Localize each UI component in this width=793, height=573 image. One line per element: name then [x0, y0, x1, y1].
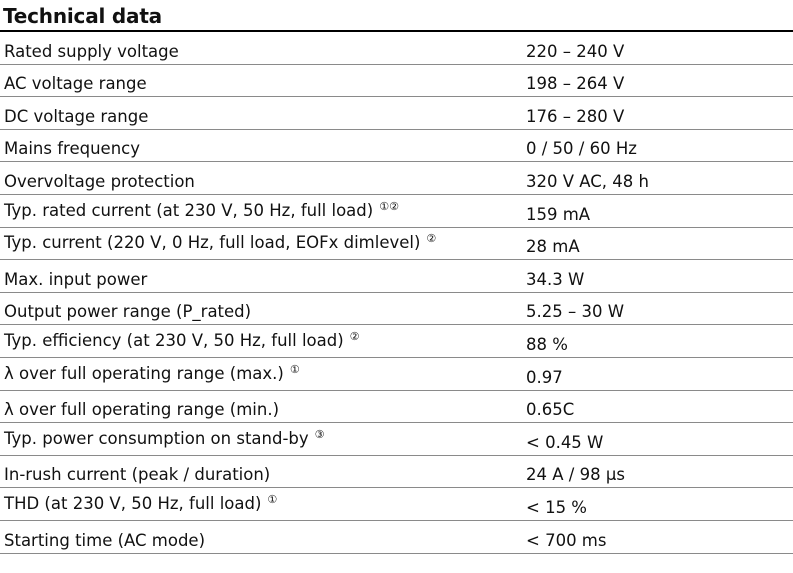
row-label-text: Max. input power: [4, 269, 148, 289]
row-label: Typ. current (220 V, 0 Hz, full load, EO…: [4, 232, 437, 253]
footnote-marker: ①②: [379, 199, 399, 213]
row-value: < 0.45 W: [526, 432, 604, 452]
footnote-marker: ②: [349, 329, 360, 343]
row-label-text: λ over full operating range (max.): [4, 363, 284, 383]
footnote-marker: ①: [289, 362, 300, 376]
row-value: 0.97: [526, 367, 563, 387]
row-label: Mains frequency: [4, 139, 140, 159]
row-label-text: Output power range (P_rated): [4, 302, 252, 322]
row-value: 159 mA: [526, 204, 591, 224]
table-row: In-rush current (peak / duration) 24 A /…: [0, 456, 793, 489]
row-label: Typ. rated current (at 230 V, 50 Hz, ful…: [4, 199, 399, 221]
technical-data-table: Rated supply voltage 220 – 240 V AC volt…: [0, 32, 793, 554]
row-label: AC voltage range: [4, 74, 147, 94]
row-value: < 15 %: [526, 497, 587, 517]
row-label-text: Typ. rated current (at 230 V, 50 Hz, ful…: [4, 200, 374, 220]
row-label-text: λ over full operating range (min.): [4, 400, 280, 420]
row-label: DC voltage range: [4, 107, 148, 127]
row-label-text: Typ. efficiency (at 230 V, 50 Hz, full l…: [4, 330, 344, 350]
row-label: λ over full operating range (max.) ①: [4, 362, 300, 384]
row-label: Typ. efficiency (at 230 V, 50 Hz, full l…: [4, 329, 360, 351]
row-label-text: Overvoltage protection: [4, 171, 195, 191]
row-label: Overvoltage protection: [4, 172, 195, 192]
table-row: Typ. power consumption on stand-by ③ < 0.…: [0, 423, 793, 456]
footnote-marker: ①: [267, 492, 278, 506]
row-label: In-rush current (peak / duration): [4, 465, 270, 485]
table-row: AC voltage range 198 – 264 V: [0, 65, 793, 98]
row-label-text: Starting time (AC mode): [4, 530, 206, 550]
row-value: < 700 ms: [526, 530, 607, 550]
row-label: Rated supply voltage: [4, 42, 179, 62]
row-label: Starting time (AC mode): [4, 531, 205, 551]
row-label-text: In-rush current (peak / duration): [4, 465, 271, 485]
row-label-text: Rated supply voltage: [4, 41, 179, 61]
row-label-text: DC voltage range: [4, 106, 149, 126]
table-row: Mains frequency 0 / 50 / 60 Hz: [0, 130, 793, 163]
row-value: 34.3 W: [526, 269, 585, 289]
table-row: Output power range (P_rated) 5.25 – 30 W: [0, 293, 793, 326]
row-label-text: AC voltage range: [4, 74, 147, 94]
row-value: 198 – 264 V: [526, 74, 625, 94]
footnote-marker: ②: [426, 232, 437, 246]
table-row: Rated supply voltage 220 – 240 V: [0, 32, 793, 65]
row-value: 0.65C: [526, 400, 575, 420]
table-row: THD (at 230 V, 50 Hz, full load) ① < 15 %: [0, 488, 793, 521]
row-value: 220 – 240 V: [526, 41, 625, 61]
row-label-text: Typ. power consumption on stand-by: [4, 428, 309, 448]
table-row: Max. input power 34.3 W: [0, 260, 793, 293]
row-value: 0 / 50 / 60 Hz: [526, 139, 637, 159]
title-divider: [0, 30, 793, 32]
row-value: 5.25 – 30 W: [526, 302, 625, 322]
table-row: λ over full operating range (max.) ① 0.97: [0, 358, 793, 391]
table-row: λ over full operating range (min.) 0.65C: [0, 391, 793, 424]
row-label: Max. input power: [4, 270, 147, 290]
table-row: Overvoltage protection 320 V AC, 48 h: [0, 162, 793, 195]
table-row: DC voltage range 176 – 280 V: [0, 97, 793, 130]
row-value: 88 %: [526, 334, 568, 354]
table-row: Typ. rated current (at 230 V, 50 Hz, ful…: [0, 195, 793, 228]
row-value: 176 – 280 V: [526, 106, 625, 126]
row-label-text: Typ. current (220 V, 0 Hz, full load, EO…: [4, 233, 421, 253]
table-row: Typ. efficiency (at 230 V, 50 Hz, full l…: [0, 325, 793, 358]
row-label: λ over full operating range (min.): [4, 400, 279, 420]
row-label-text: Mains frequency: [4, 139, 140, 159]
row-label: Output power range (P_rated): [4, 302, 251, 322]
table-row: Typ. current (220 V, 0 Hz, full load, EO…: [0, 228, 793, 261]
footnote-marker: ③: [314, 427, 325, 441]
row-value: 28 mA: [526, 237, 580, 257]
row-value: 24 A / 98 µs: [526, 465, 625, 485]
row-label: THD (at 230 V, 50 Hz, full load) ①: [4, 492, 278, 514]
section-title: Technical data: [3, 4, 162, 28]
table-row: Starting time (AC mode) < 700 ms: [0, 521, 793, 554]
row-label: Typ. power consumption on stand-by ③: [4, 427, 325, 449]
row-value: 320 V AC, 48 h: [526, 171, 649, 191]
row-label-text: THD (at 230 V, 50 Hz, full load): [4, 493, 262, 513]
